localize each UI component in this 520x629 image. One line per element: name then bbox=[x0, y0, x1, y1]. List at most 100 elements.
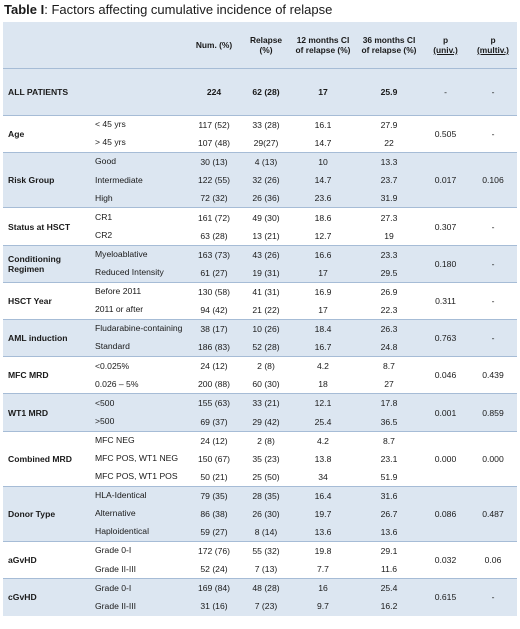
p-multiv-cell: - bbox=[469, 281, 517, 320]
p-multiv-cell: - bbox=[469, 578, 517, 616]
num-cell: 72 (32) bbox=[186, 189, 242, 208]
ci36-cell: 31.6 bbox=[356, 485, 422, 505]
relapse-cell: 35 (23) bbox=[252, 453, 280, 464]
relapse-cell: 43 (26) bbox=[242, 244, 290, 264]
factor-label: Risk Group bbox=[3, 152, 90, 208]
num-cell: 30 (13) bbox=[186, 152, 242, 172]
ci12-cell: 18.4 bbox=[290, 319, 356, 339]
table-row: Age < 45 yrs 117 (52) 33 (28) 16.1 27.9 0.505- bbox=[3, 114, 517, 153]
p-univ-cell: 0.000 bbox=[422, 430, 469, 487]
num-cell: 24 (12) bbox=[186, 430, 242, 450]
factor-label: ALL PATIENTS bbox=[3, 68, 90, 116]
relapse-cell: 32 (26) bbox=[242, 171, 290, 190]
p-multiv-cell: - bbox=[469, 207, 517, 246]
relapse-cell: 49 (30) bbox=[242, 207, 290, 227]
relapse-cell: 29(27) bbox=[253, 138, 279, 149]
subgroup-label: Haploidentical bbox=[90, 523, 186, 542]
relapse-cell: 25 (50) bbox=[252, 471, 280, 482]
subgroup-label: High bbox=[90, 189, 186, 208]
ci12-cell: 19.8 bbox=[290, 541, 356, 561]
num-cell: 130 (58) bbox=[186, 281, 242, 301]
subgroup-label bbox=[90, 68, 186, 116]
ci36-cell: 8.7 bbox=[356, 430, 422, 450]
ci36-cell: 24.8 bbox=[356, 338, 422, 357]
subgroup-label: MFC POS, WT1 POS bbox=[95, 471, 178, 482]
num-cell: 24 (12) bbox=[186, 356, 242, 376]
ci36-cell: 26.7 bbox=[356, 504, 422, 524]
ci12-cell: 23.6 bbox=[290, 189, 356, 208]
table-row: Status at HSCT CR1 161 (72) 49 (30) 18.6 27.3… bbox=[3, 207, 517, 246]
table-row: MFC POS, WT1 POS 50 (21) 25 (50) 34 51.9 bbox=[3, 468, 517, 487]
header-row: Num. (%) Relapse (%) 12 months CI of rel… bbox=[3, 22, 517, 69]
table-row: High 72 (32) 26 (36) 23.6 31.9 bbox=[3, 189, 517, 208]
p-multiv-cell: 0.106 bbox=[469, 152, 517, 208]
header-relapse: Relapse (%) bbox=[242, 22, 290, 69]
p-univ-cell: 0.615 bbox=[422, 578, 469, 616]
p-univ-cell: 0.180 bbox=[422, 244, 469, 283]
header-subgroup bbox=[90, 22, 186, 69]
p-multiv-cell: - bbox=[469, 244, 517, 283]
ci36-cell: 13.6 bbox=[356, 523, 422, 542]
factor-label: aGvHD bbox=[3, 541, 90, 579]
subgroup-label: MFC POS, WT1 NEG bbox=[95, 452, 179, 463]
ci36-cell: 29.5 bbox=[356, 263, 422, 283]
table-row: Grade II-III 52 (24) 7 (13) 7.7 11.6 bbox=[3, 560, 517, 579]
num-cell: 50 (21) bbox=[200, 471, 228, 482]
p-multiv-cell: - bbox=[469, 68, 517, 116]
table-row: Haploidentical 59 (27) 8 (14) 13.6 13.6 bbox=[3, 523, 517, 542]
num-cell: 161 (72) bbox=[186, 207, 242, 227]
num-cell: 169 (84) bbox=[186, 578, 242, 598]
table-caption: Table I: Factors affecting cumulative in… bbox=[0, 0, 520, 22]
relapse-cell: 33 (28) bbox=[242, 115, 290, 135]
ci36-cell: 11.6 bbox=[380, 564, 398, 575]
ci36-cell: 51.9 bbox=[380, 471, 398, 482]
num-cell: 52 (24) bbox=[200, 564, 228, 575]
factor-label: HSCT Year bbox=[3, 281, 90, 320]
relapse-cell: 26 (30) bbox=[242, 504, 290, 524]
table-row: Combined MRD MFC NEG 24 (12) 2 (8) 4.2 8.7 0.0… bbox=[3, 430, 517, 487]
num-cell: 38 (17) bbox=[186, 319, 242, 339]
ci36-cell: 36.5 bbox=[356, 412, 422, 432]
num-cell: 94 (42) bbox=[200, 304, 228, 315]
subgroup-label: 2011 or after bbox=[95, 304, 144, 315]
factor-label: cGvHD bbox=[3, 578, 90, 616]
subgroup-label: < 45 yrs bbox=[90, 115, 186, 135]
ci12-cell: 16 bbox=[290, 578, 356, 598]
subgroup-label: Reduced Intensity bbox=[90, 263, 186, 283]
ci12-cell: 17 bbox=[290, 68, 356, 116]
table-row: Donor Type HLA-Identical 79 (35) 28 (35) 16.… bbox=[3, 485, 517, 542]
num-cell: 150 (67) bbox=[197, 453, 230, 464]
subgroup-label: >500 bbox=[90, 412, 186, 432]
relapse-factors-table: Num. (%) Relapse (%) 12 months CI of rel… bbox=[3, 22, 517, 616]
num-cell: 117 (52) bbox=[186, 115, 242, 135]
ci12-cell: 17 bbox=[290, 263, 356, 283]
num-cell: 200 (88) bbox=[197, 379, 230, 390]
factor-label: MFC MRD bbox=[3, 356, 90, 394]
relapse-cell: 33 (21) bbox=[242, 393, 290, 413]
factor-label: Conditioning Regimen bbox=[3, 244, 90, 283]
relapse-cell: 19 (31) bbox=[242, 263, 290, 283]
ci36-cell: 13.3 bbox=[356, 152, 422, 172]
table-row: Intermediate 122 (55) 32 (26) 14.7 23.7 bbox=[3, 171, 517, 190]
relapse-cell: 62 (28) bbox=[242, 68, 290, 116]
ci12-cell: 4.2 bbox=[290, 356, 356, 376]
table-row: 0.026 – 5% 200 (88) 60 (30) 18 27 bbox=[3, 375, 517, 394]
p-univ-cell: 0.505 bbox=[422, 114, 469, 153]
p-univ-cell: 0.001 bbox=[422, 393, 469, 432]
ci12-cell: 10 bbox=[290, 152, 356, 172]
p-univ-cell: 0.763 bbox=[422, 319, 469, 357]
num-cell: 61 (27) bbox=[186, 263, 242, 283]
ci12-cell: 19.7 bbox=[290, 504, 356, 524]
ci12-cell: 18 bbox=[318, 379, 328, 390]
ci12-cell: 14.7 bbox=[290, 171, 356, 190]
p-multiv-cell: 0.000 bbox=[469, 430, 517, 487]
ci12-cell: 12.7 bbox=[314, 230, 332, 241]
num-cell: 107 (48) bbox=[197, 138, 230, 149]
num-cell: 69 (37) bbox=[186, 412, 242, 432]
subgroup-label: HLA-Identical bbox=[90, 485, 186, 505]
num-cell: 31 (16) bbox=[186, 597, 242, 616]
ci12-cell: 17 bbox=[318, 304, 328, 315]
table-row: CR2 63 (28) 13 (21) 12.7 19 bbox=[3, 227, 517, 246]
ci36-cell: 23.3 bbox=[356, 244, 422, 264]
num-cell: 163 (73) bbox=[186, 244, 242, 264]
